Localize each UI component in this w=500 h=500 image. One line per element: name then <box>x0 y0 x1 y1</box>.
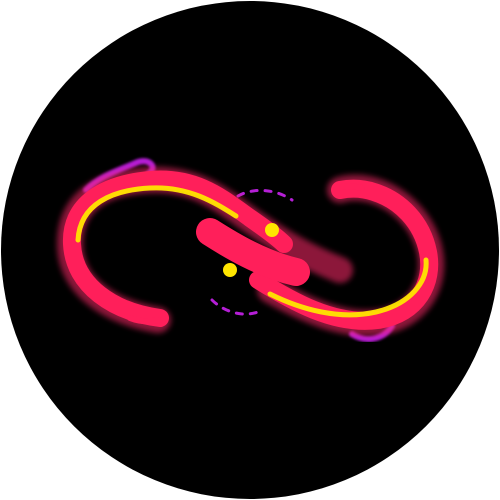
yellow-dot-upper <box>265 223 279 237</box>
ribbon-tail-bottom-left <box>127 315 163 325</box>
yellow-core-left <box>75 185 239 243</box>
yellow-core-right <box>267 257 429 318</box>
purple-dashed-arc-bottom <box>210 298 264 316</box>
purple-dashed-arc-top <box>236 189 294 202</box>
ribbon-tail-top-right <box>333 183 365 191</box>
ribbon-center-crossing <box>196 218 310 286</box>
yellow-dot-lower <box>223 263 237 277</box>
ribbon-left-loop <box>62 170 293 327</box>
